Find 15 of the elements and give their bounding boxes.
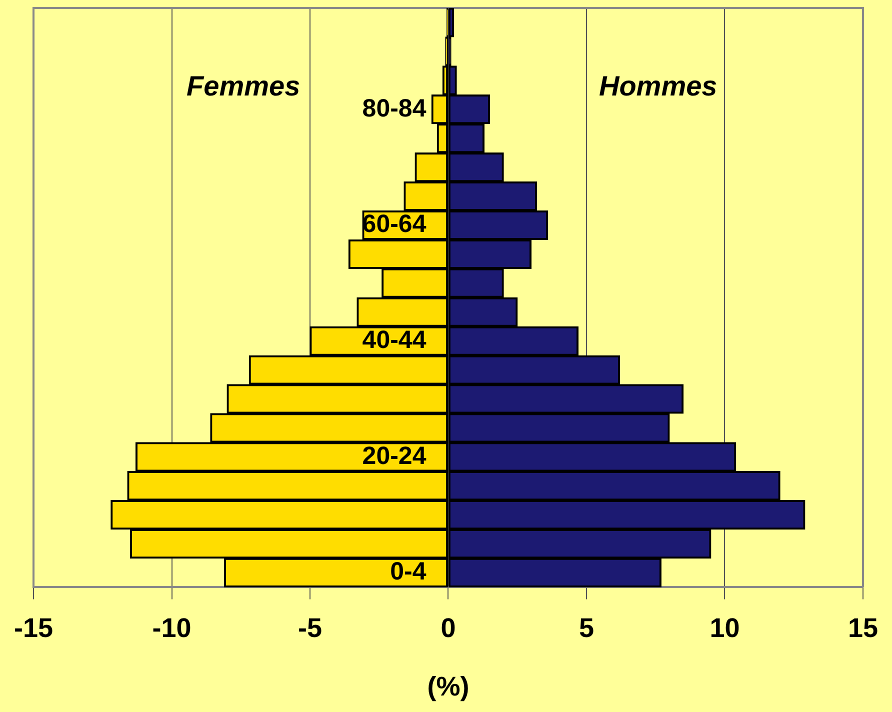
y-tick-label: 80-84 xyxy=(362,94,426,122)
y-tick-label: 0-4 xyxy=(390,558,426,586)
y-tick-label: 40-44 xyxy=(362,326,426,354)
x-tick-label: 15 xyxy=(848,612,878,643)
x-tick-label: -5 xyxy=(298,612,322,643)
x-tick-label: -15 xyxy=(14,612,54,643)
annotation: Hommes xyxy=(598,70,718,102)
x-tick-label: -10 xyxy=(152,612,192,643)
x-tick-label: 10 xyxy=(710,612,740,643)
annotation: Femmes xyxy=(186,70,300,102)
x-axis-title: (%) xyxy=(427,671,470,702)
x-tick-label: 0 xyxy=(440,612,456,643)
y-tick-label: 20-24 xyxy=(362,442,426,470)
y-tick-label: 60-64 xyxy=(362,210,426,238)
x-tick-label: 5 xyxy=(578,612,594,643)
